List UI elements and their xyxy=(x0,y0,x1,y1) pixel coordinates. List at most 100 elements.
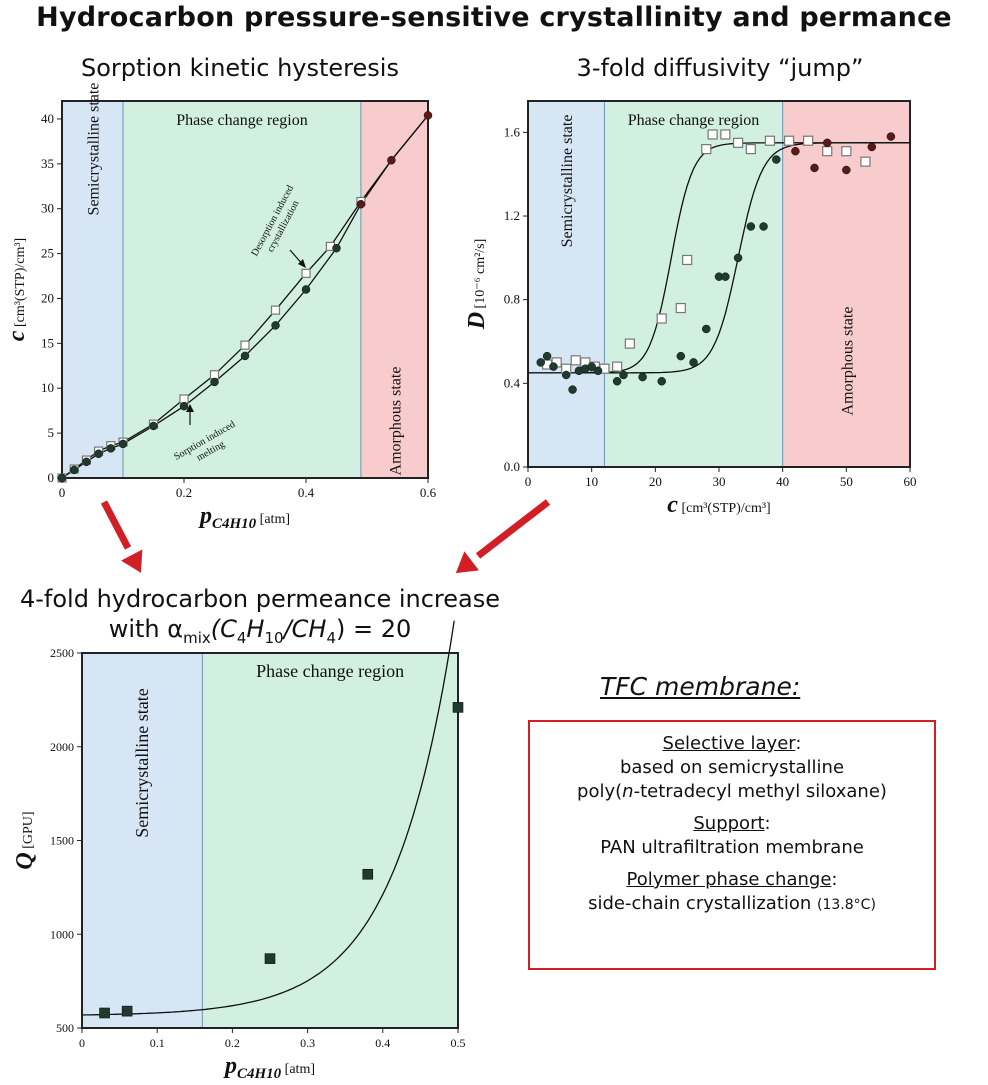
phase-change-label: Polymer phase change xyxy=(626,869,832,890)
point-desorption xyxy=(656,313,667,324)
amorphous-label: Amorphous state xyxy=(387,367,404,476)
point-sorption xyxy=(356,199,366,209)
point-sorption xyxy=(702,324,711,334)
x-label-main: p xyxy=(198,503,212,529)
point-sorption xyxy=(179,401,189,411)
point-sorption xyxy=(587,362,596,371)
x-label-sub: C4H10 xyxy=(212,516,257,532)
region-phase xyxy=(123,101,361,478)
support-block: Support: PAN ultrafiltration membrane xyxy=(530,812,934,860)
y-tick-label: 1500 xyxy=(50,834,74,848)
sel-post: -tetradecyl methyl siloxane) xyxy=(633,781,887,802)
phase-change-block: Polymer phase change: side-chain crystal… xyxy=(530,868,934,917)
x-tick-label: 0 xyxy=(79,1036,85,1050)
phase-colon: : xyxy=(831,869,838,890)
diffusivity-chart: 0 10 20 30 40 50 60 0.0 0.4 0.8 1.2 1.6 Semicrystall… xyxy=(464,100,917,518)
point-desorption xyxy=(822,146,833,157)
phase-change-line: side-chain crystallization (13.8°C) xyxy=(530,892,934,917)
point-desorption xyxy=(270,305,281,315)
panel3-title-line2: with αmix(C4H10/CH4) = 20 xyxy=(0,614,520,653)
x-tick-label: 10 xyxy=(585,474,598,489)
point-sorption xyxy=(69,465,79,475)
point-sorption xyxy=(118,439,128,449)
point-sorption xyxy=(619,370,628,380)
sel-pre: poly( xyxy=(577,781,623,802)
point-desorption xyxy=(624,338,635,349)
semicrystalline-label: Semicrystalline state xyxy=(132,688,152,837)
point-desorption xyxy=(179,394,189,404)
region-semi xyxy=(62,101,123,478)
support-label: Support xyxy=(693,813,765,834)
point-sorption xyxy=(638,372,647,382)
point-desorption xyxy=(612,361,623,372)
point-sorption xyxy=(568,385,577,394)
y-tick-label: 35 xyxy=(41,156,54,171)
y-label-main: c xyxy=(4,330,30,341)
x-tick-label: 40 xyxy=(776,474,789,489)
permeance-curve xyxy=(81,620,455,1016)
point-sorption xyxy=(301,285,311,294)
region-phase xyxy=(202,653,458,1028)
point-desorption xyxy=(732,137,744,148)
y-tick-label: 0.8 xyxy=(504,292,520,307)
x-tick-label: 0.2 xyxy=(176,485,192,500)
x-tick-label: 0.3 xyxy=(300,1036,315,1050)
permeance-chart: 0 0.1 0.2 0.3 0.4 0.5 500 1000 1500 2000 2500 Semic… xyxy=(12,620,466,1082)
point-sorption xyxy=(423,111,433,120)
x-tick-label: 0.1 xyxy=(150,1036,165,1050)
t2-mid3: /CH xyxy=(283,615,327,643)
semicrystalline-label: Semicrystalline state xyxy=(559,115,576,248)
t2-sub4: 4 xyxy=(326,628,336,647)
x-tick-label: 20 xyxy=(649,474,662,489)
x-tick-label: 0.4 xyxy=(375,1036,390,1050)
t2-sub2: 4 xyxy=(236,628,247,647)
point-desorption xyxy=(707,129,718,140)
point-permeance xyxy=(264,953,276,964)
x-tick-label: 30 xyxy=(713,474,726,489)
point-sorption xyxy=(612,377,622,386)
selective-colon: : xyxy=(795,733,802,754)
x-tick-label: 0.4 xyxy=(298,485,315,500)
arrow-left-head xyxy=(121,549,143,573)
point-desorption xyxy=(860,156,871,167)
x-axis-label: pC4H10 [atm] xyxy=(223,1053,315,1082)
region-amorph xyxy=(782,101,910,467)
region-phase xyxy=(604,101,783,467)
tfc-heading: TFC membrane: xyxy=(600,672,801,701)
panel2-title: 3-fold diffusivity “jump” xyxy=(576,54,864,82)
y-axis-label: D [10⁻⁶ cm²/s] xyxy=(464,239,490,331)
region-semi xyxy=(528,101,605,467)
point-sorption xyxy=(886,132,896,141)
arrow-left-shaft xyxy=(100,500,132,550)
y-tick-label: 10 xyxy=(41,380,54,395)
point-sorption xyxy=(746,222,756,231)
point-sorption xyxy=(106,444,116,453)
panel3-title: 4-fold hydrocarbon permeance increase wi… xyxy=(0,584,520,653)
y-axis-label: c [cm³(STP)/cm³] xyxy=(4,238,30,341)
t2-mid: (C xyxy=(210,615,237,643)
y-tick-label: 15 xyxy=(41,335,54,350)
phase-change-label: Phase change region xyxy=(176,112,308,129)
point-sorption xyxy=(721,272,730,281)
point-sorption xyxy=(94,449,103,459)
arrow-right-head xyxy=(455,551,479,574)
point-desorption xyxy=(841,146,852,157)
phase-change-label: Phase change region xyxy=(256,661,404,681)
sorption-sigmoid xyxy=(528,142,910,374)
point-sorption xyxy=(561,370,571,380)
y-tick-label: 1000 xyxy=(50,927,74,941)
sorption-pointer-head xyxy=(186,404,194,412)
point-desorption xyxy=(209,370,220,380)
x-tick-label: 0.2 xyxy=(225,1036,240,1050)
point-permeance xyxy=(99,1007,110,1019)
phase-line-small: (13.8°C) xyxy=(817,897,876,913)
phase-change-label: Phase change region xyxy=(628,112,760,129)
t2-sub1: mix xyxy=(183,628,211,647)
t2-mid2: H xyxy=(246,615,265,643)
x-tick-label: 0.6 xyxy=(420,485,437,500)
point-sorption xyxy=(149,421,158,431)
point-sorption xyxy=(867,142,877,152)
point-sorption xyxy=(536,358,545,367)
y-label-unit: [10⁻⁶ cm²/s] xyxy=(473,239,488,312)
point-sorption xyxy=(57,473,67,483)
